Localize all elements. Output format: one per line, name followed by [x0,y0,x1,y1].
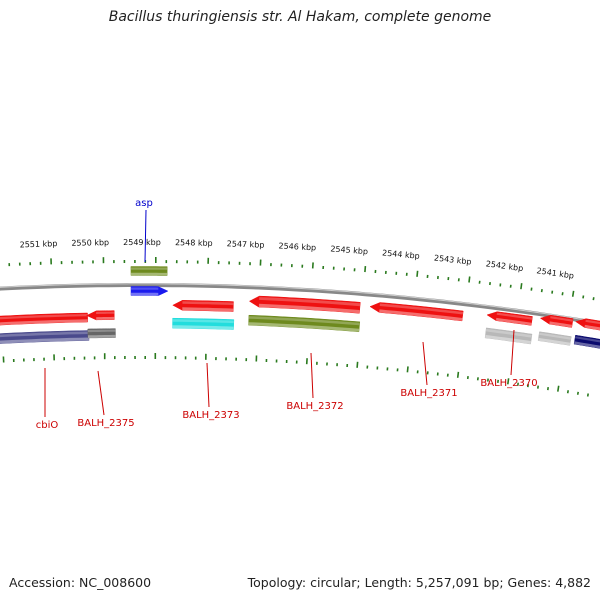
gene-asp-olive-highlight [130,267,168,270]
gene-asp-blue-highlight [131,287,159,290]
outer-major-tick [468,276,471,283]
label-balh-2373[interactable]: BALH_2373 [182,410,239,421]
gene-cbiO-highlight [0,331,89,338]
gene-balh-2370-shadow [485,334,531,344]
genome-title: Bacillus thuringiensis str. Al Hakam, co… [108,9,492,25]
kbp-label: 2542 kbp [485,259,524,273]
kbp-label: 2548 kbp [175,238,213,248]
gene-cbiO-shadow [0,337,89,344]
kbp-label: 2551 kbp [20,239,58,249]
inner-minor-tick [566,390,569,394]
label-balh-2375[interactable]: BALH_2375 [77,418,134,429]
label-balh-2373-leader [206,362,210,408]
kbp-label: 2547 kbp [227,239,265,249]
gene-red-2-highlight [96,311,115,314]
label-balh-2370-leader [510,329,515,376]
label-balh-2372[interactable]: BALH_2372 [286,401,343,412]
inner-major-tick [507,378,510,385]
gene-balh-2375-highlight [87,329,116,333]
gene-lightgray-2-highlight [539,332,572,340]
label-balh-2372-leader [310,352,314,399]
label-asp[interactable]: asp [135,198,153,209]
gene-red-8-highlight [585,319,600,325]
kbp-label: 2549 kbp [123,238,161,247]
gene-red-7-highlight [550,316,573,322]
outer-minor-tick [582,295,585,299]
label-asp-leader [144,209,147,263]
gene-asp-olive-shadow [131,272,168,276]
gene-red-6-highlight [496,312,533,320]
label-balh-2371-leader [422,341,428,386]
gene-lightgray-2-shadow [538,337,571,346]
gene-balh-2375-shadow [88,334,116,338]
inner-major-tick [456,371,460,378]
gene-balh-2373-highlight [172,319,234,324]
gene-red-4-highlight [259,297,361,307]
gene-red-3-shadow [182,307,234,312]
inner-minor-tick [576,391,579,395]
label-cbiO[interactable]: cbiO [36,420,59,431]
inner-major-tick [356,361,359,368]
outer-minor-tick [540,288,543,293]
inner-minor-tick [586,393,589,397]
gene-red-5-highlight [379,303,464,315]
topology-text: Topology: circular; Length: 5,257,091 bp… [247,575,591,590]
label-balh-2375-leader [97,370,105,416]
gene-red-8-shadow [584,324,600,331]
outer-minor-tick [561,292,564,296]
gene-navy-shadow [574,341,600,349]
gene-red-3-highlight [182,301,234,306]
label-balh-2370[interactable]: BALH_2370 [480,378,537,389]
kbp-label: 2541 kbp [536,266,575,280]
outer-major-tick [520,283,523,290]
outer-major-tick [571,290,575,297]
backbone-ring [0,283,600,326]
gene-balh-2370-highlight [485,328,532,338]
gene-balh-2373-shadow [172,325,234,330]
gene-red-7-shadow [549,321,573,328]
gene-red-5-shadow [379,309,463,321]
accession-text: Accession: NC_008600 [9,575,152,590]
backbone-highlight [0,283,600,323]
gene-red-6-shadow [496,317,532,326]
kbp-label: 2545 kbp [330,244,368,256]
gene-red-4-shadow [258,303,360,314]
gene-balh-2372-highlight [248,316,360,326]
kbp-label: 2550 kbp [71,238,109,248]
outer-major-tick [364,266,367,273]
gene-navy-highlight [575,336,600,343]
gene-red-1-shadow [0,319,88,326]
kbp-label: 2546 kbp [278,241,316,252]
inner-major-tick [557,385,560,392]
gene-asp-blue-shadow [131,292,159,296]
kbp-label: 2544 kbp [382,248,420,260]
inner-major-tick [406,366,409,373]
label-balh-2371[interactable]: BALH_2371 [400,388,457,399]
outer-major-tick [416,270,419,277]
kbp-label: 2543 kbp [434,253,472,266]
gene-red-2-shadow [96,316,115,320]
outer-minor-tick [592,297,595,301]
gene-red-1-highlight [0,314,88,320]
gene-balh-2372-shadow [248,322,360,332]
